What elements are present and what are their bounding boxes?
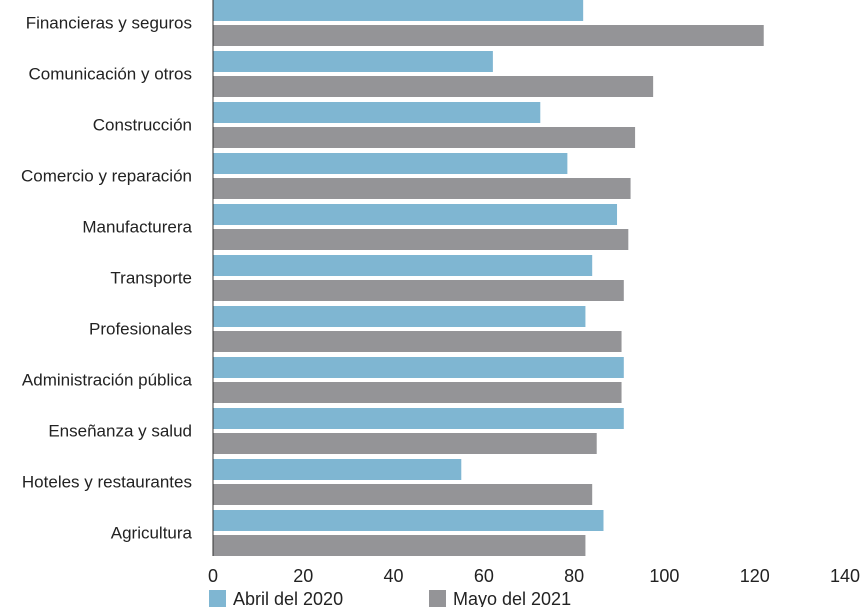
category-label: Comercio y reparación [21, 166, 192, 185]
category-label: Comunicación y otros [29, 64, 192, 83]
x-tick-label: 20 [293, 566, 313, 586]
x-axis-ticks: 0 20 40 60 80 100 120 140 [208, 566, 860, 586]
bar-series2 [213, 382, 622, 403]
legend: Abril del 2020 Mayo del 2021 [209, 589, 571, 607]
bar-series1 [213, 408, 624, 429]
bar-series2 [213, 280, 624, 301]
category-label: Agricultura [111, 523, 193, 542]
bar-series1 [213, 306, 586, 327]
bar-series1 [213, 0, 584, 21]
bars-group [213, 0, 764, 556]
bar-series1 [213, 204, 618, 225]
category-label: Financieras y seguros [26, 13, 192, 32]
bar-series2 [213, 76, 654, 97]
x-tick-label: 80 [564, 566, 584, 586]
x-tick-label: 40 [384, 566, 404, 586]
bar-series2 [213, 535, 586, 556]
bar-series1 [213, 153, 568, 174]
bar-series2 [213, 433, 597, 454]
legend-swatch [429, 590, 446, 607]
category-label: Construcción [93, 115, 192, 134]
legend-swatch [209, 590, 226, 607]
x-tick-label: 60 [474, 566, 494, 586]
bar-series2 [213, 25, 764, 46]
bar-series2 [213, 331, 622, 352]
bar-series2 [213, 229, 629, 250]
bar-series2 [213, 178, 631, 199]
category-labels: Financieras y seguros Comunicación y otro… [21, 13, 193, 542]
bar-series2 [213, 484, 593, 505]
bar-series1 [213, 255, 593, 276]
bar-series1 [213, 51, 493, 72]
category-label: Profesionales [89, 319, 192, 338]
category-label: Manufacturera [82, 217, 192, 236]
x-tick-label: 0 [208, 566, 218, 586]
bar-series1 [213, 510, 604, 531]
bar-series1 [213, 459, 462, 480]
bar-series1 [213, 102, 541, 123]
bar-series2 [213, 127, 636, 148]
x-tick-label: 100 [649, 566, 679, 586]
legend-label: Abril del 2020 [233, 589, 343, 607]
bar-series1 [213, 357, 624, 378]
category-label: Enseñanza y salud [48, 421, 192, 440]
category-label: Administración pública [22, 370, 193, 389]
x-tick-label: 140 [830, 566, 860, 586]
category-label: Hoteles y restaurantes [22, 472, 192, 491]
category-label: Transporte [110, 268, 192, 287]
x-tick-label: 120 [740, 566, 770, 586]
legend-label: Mayo del 2021 [453, 589, 571, 607]
